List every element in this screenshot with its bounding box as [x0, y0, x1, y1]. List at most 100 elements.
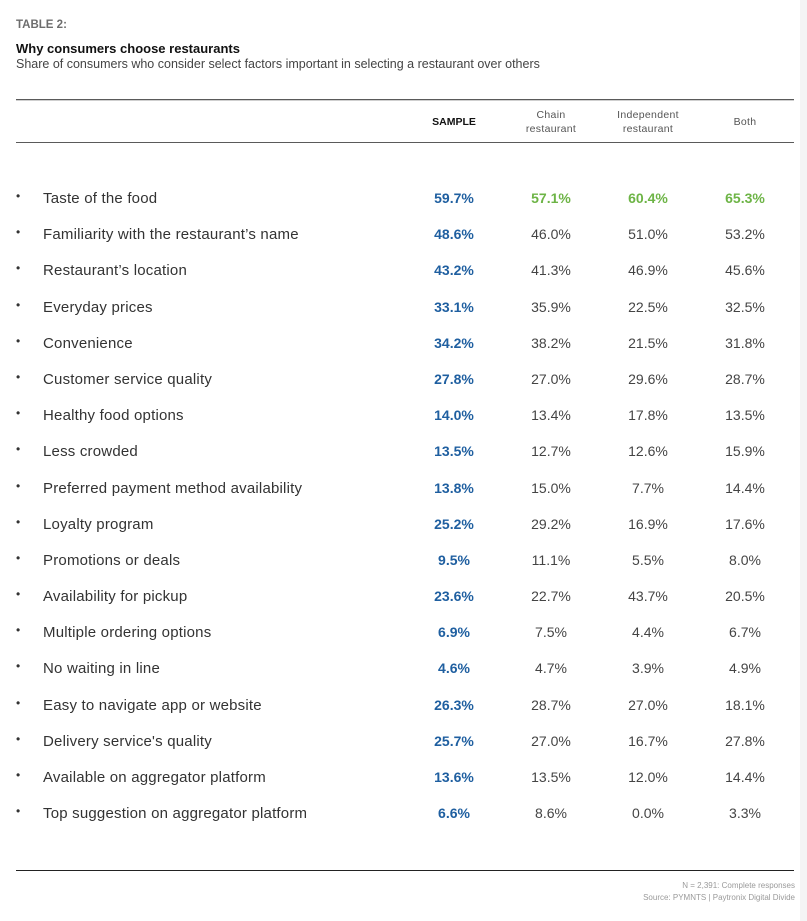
both-value: 6.7%	[729, 624, 761, 641]
bullet-icon: •	[16, 442, 21, 457]
both-value: 3.3%	[729, 805, 761, 822]
table-row: • Available on aggregator platform 13.6% 13…	[0, 760, 807, 796]
factor-label: Convenience	[43, 334, 133, 352]
table-row: • Easy to navigate app or website 26.3% 28.…	[0, 688, 807, 724]
factor-label: Healthy food options	[43, 407, 184, 425]
page-edge	[800, 0, 807, 921]
column-header-both: Both	[695, 107, 795, 137]
bullet-icon: •	[16, 623, 21, 638]
sample-value: 34.2%	[434, 334, 474, 351]
bullet-icon: •	[16, 550, 21, 565]
chain-value: 57.1%	[531, 190, 571, 206]
both-value: 20.5%	[725, 588, 765, 605]
chain-value: 28.7%	[531, 696, 571, 713]
table-row: • Restaurant’s location 43.2% 41.3% 46.9% 45.…	[0, 253, 807, 289]
header-bottom-rule	[16, 142, 794, 143]
table-row: • Loyalty program 25.2% 29.2% 16.9% 17.6%	[0, 507, 807, 543]
factor-label: Less crowded	[43, 443, 138, 461]
sample-value: 13.6%	[434, 769, 474, 785]
independent-value: 12.6%	[628, 443, 668, 460]
table-row: • Delivery service's quality 25.7% 27.0% 16.…	[0, 724, 807, 760]
chain-value: 4.7%	[535, 660, 567, 677]
independent-value: 4.4%	[632, 624, 664, 641]
table-row: • Everyday prices 33.1% 35.9% 22.5% 32.5%	[0, 290, 807, 326]
factor-label: Restaurant’s location	[43, 262, 188, 280]
independent-value: 5.5%	[632, 551, 664, 568]
table-row: • Multiple ordering options 6.9% 7.5% 4.4% 6.…	[0, 615, 807, 651]
sample-value: 4.6%	[438, 660, 470, 677]
sample-value: 14.0%	[434, 407, 474, 424]
factor-label: Availability for pickup	[43, 588, 188, 606]
table-row: • Preferred payment method availability 13…	[0, 471, 807, 507]
factor-label: Loyalty program	[43, 515, 154, 533]
sample-value: 33.1%	[434, 298, 474, 315]
bullet-icon: •	[16, 297, 21, 312]
independent-value: 46.9%	[628, 262, 668, 279]
sample-value: 25.2%	[434, 515, 474, 532]
sample-value: 26.3%	[434, 696, 474, 713]
both-value: 27.8%	[725, 732, 765, 749]
chain-value: 22.7%	[531, 588, 571, 605]
column-header-chain: Chain restaurant	[501, 107, 601, 137]
bullet-icon: •	[16, 478, 21, 493]
bullet-icon: •	[16, 514, 21, 529]
both-value: 28.7%	[725, 370, 765, 387]
chain-value: 12.7%	[531, 443, 571, 460]
table-subtitle: Share of consumers who consider select f…	[16, 57, 540, 71]
sample-value: 27.8%	[434, 370, 474, 387]
factor-label: Familiarity with the restaurant’s name	[43, 226, 299, 244]
table-body: • Taste of the food 59.7% 57.1% 60.4% 65.3% • F…	[0, 181, 807, 832]
table-row: • Familiarity with the restaurant’s name 4…	[0, 217, 807, 253]
table-row: • Taste of the food 59.7% 57.1% 60.4% 65.3%	[0, 181, 807, 217]
bullet-icon: •	[16, 333, 21, 348]
factor-label: Promotions or deals	[43, 551, 181, 569]
sample-size-note: N = 2,391: Complete responses	[682, 881, 795, 890]
factor-label: Everyday prices	[43, 298, 153, 316]
chain-value: 27.0%	[531, 732, 571, 749]
sample-value: 9.5%	[438, 551, 470, 568]
chain-value: 46.0%	[531, 226, 571, 243]
table-row: • Customer service quality 27.8% 27.0% 29.6%…	[0, 362, 807, 398]
sample-value: 6.6%	[438, 805, 470, 822]
factor-label: No waiting in line	[43, 660, 160, 678]
independent-value: 0.0%	[632, 805, 664, 822]
sample-value: 23.6%	[434, 588, 474, 605]
chain-value: 38.2%	[531, 334, 571, 351]
chain-value: 8.6%	[535, 805, 567, 822]
column-header-both-label: Both	[733, 116, 757, 128]
bullet-icon: •	[16, 261, 21, 276]
factor-label: Delivery service's quality	[43, 732, 212, 750]
bullet-icon: •	[16, 695, 21, 710]
chain-value: 13.4%	[531, 407, 571, 424]
independent-value: 16.9%	[628, 515, 668, 532]
bullet-icon: •	[16, 369, 21, 384]
sample-value: 43.2%	[434, 262, 474, 279]
independent-value: 17.8%	[628, 407, 668, 424]
factor-label: Easy to navigate app or website	[43, 696, 262, 714]
chain-value: 35.9%	[531, 298, 571, 315]
bullet-icon: •	[16, 587, 21, 602]
independent-value: 27.0%	[628, 696, 668, 713]
sample-value: 6.9%	[438, 624, 470, 641]
both-value: 65.3%	[725, 190, 765, 206]
independent-value: 60.4%	[628, 190, 668, 206]
both-value: 18.1%	[725, 696, 765, 713]
sample-value: 13.8%	[434, 479, 474, 496]
independent-value: 12.0%	[628, 769, 668, 785]
column-header-independent: Independent restaurant	[598, 107, 698, 137]
both-value: 4.9%	[729, 660, 761, 677]
independent-value: 7.7%	[632, 479, 664, 496]
column-header-independent-label: Independent restaurant	[617, 109, 679, 135]
independent-value: 16.7%	[628, 732, 668, 749]
chain-value: 11.1%	[531, 551, 571, 568]
table-row: • Promotions or deals 9.5% 11.1% 5.5% 8.0%	[0, 543, 807, 579]
table-row: • Availability for pickup 23.6% 22.7% 43.7% 2…	[0, 579, 807, 615]
sample-value: 59.7%	[434, 190, 474, 206]
independent-value: 29.6%	[628, 370, 668, 387]
factor-label: Customer service quality	[43, 370, 213, 388]
header-top-rule	[16, 99, 794, 101]
column-header-chain-label: Chain restaurant	[525, 109, 577, 135]
chain-value: 29.2%	[531, 515, 571, 532]
column-header-sample: SAMPLE	[404, 107, 504, 137]
source-note: Source: PYMNTS | Paytronix Digital Divid…	[643, 893, 795, 902]
